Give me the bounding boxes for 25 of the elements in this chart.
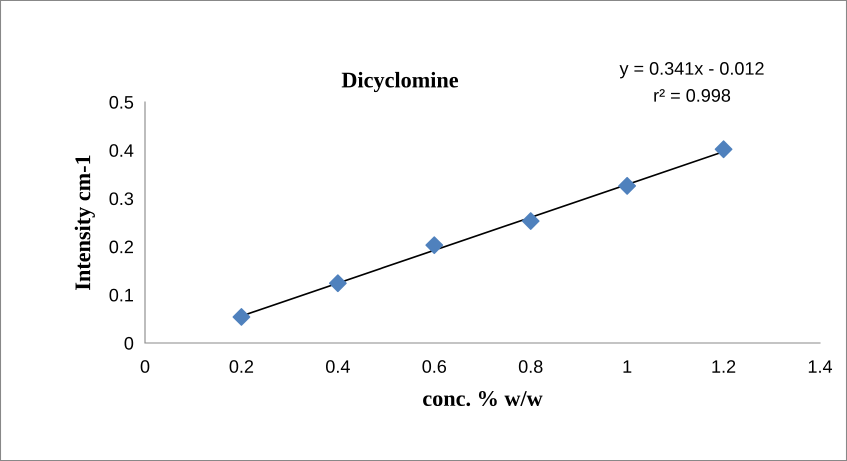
y-tick-label: 0.3 bbox=[109, 192, 134, 206]
x-tick-label: 0 bbox=[140, 360, 150, 373]
point bbox=[522, 212, 540, 230]
y-tick-label: 0.2 bbox=[109, 240, 133, 254]
x-tick-label: 0.8 bbox=[518, 360, 542, 373]
y-tick-label: 0.4 bbox=[109, 144, 134, 157]
x-tick-label: 0.2 bbox=[230, 360, 254, 373]
x-axis-title: conc. % w/w bbox=[423, 391, 543, 406]
x-tick-label: 1.4 bbox=[808, 360, 832, 373]
point bbox=[618, 176, 636, 195]
point bbox=[232, 308, 250, 326]
x-tick-label: 1.2 bbox=[712, 360, 736, 373]
y-tick-label: 0 bbox=[124, 336, 134, 350]
point bbox=[425, 236, 444, 254]
y-tick-label: 0.1 bbox=[109, 288, 134, 302]
chart-title: Dicyclomine bbox=[342, 72, 458, 92]
y-tick-label: 0.5 bbox=[109, 96, 134, 109]
point bbox=[714, 140, 732, 158]
text: y = 0.341x - 0.012 bbox=[620, 62, 764, 78]
y-axis-title: Intensity cm-1 bbox=[74, 155, 95, 290]
x-tick-label: 0.6 bbox=[422, 360, 446, 373]
x-tick-label: 0.4 bbox=[326, 360, 350, 373]
x-tick-label: 1 bbox=[624, 360, 632, 373]
point bbox=[328, 274, 347, 292]
text: r² = 0.998 bbox=[654, 89, 730, 102]
